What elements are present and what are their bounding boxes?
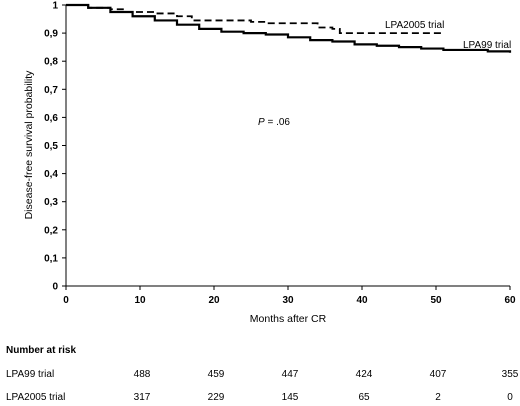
risk-value: 2 <box>435 392 441 403</box>
x-tick-label: 0 <box>63 295 69 306</box>
p-value-annotation: P = .06 <box>258 117 290 128</box>
risk-row-lpa99: LPA99 trial 488 459 447 424 407 355 <box>0 369 520 383</box>
risk-value: 65 <box>358 392 370 403</box>
risk-value: 229 <box>207 392 225 403</box>
risk-value: 424 <box>355 369 373 380</box>
p-value-letter: P <box>258 117 265 128</box>
risk-value: 317 <box>133 392 151 403</box>
risk-value: 0 <box>507 392 513 403</box>
p-value-text: = .06 <box>265 117 291 128</box>
y-tick-label: 0,7 <box>44 85 58 96</box>
x-tick-label: 60 <box>504 295 516 306</box>
survival-chart: 0 0,1 0,2 0,3 0,4 0,5 0,6 0,7 0,8 0,9 1 0 10 20 30 40 5… <box>23 1 516 326</box>
y-tick-label: 0,3 <box>44 197 58 208</box>
y-tick-label: 0,2 <box>44 225 58 236</box>
y-axis-label: Disease-free survival probability <box>23 70 35 220</box>
series-line-lpa99 <box>66 3 512 53</box>
y-tick-label: 0,9 <box>44 29 58 40</box>
series-label-lpa2005: LPA2005 trial <box>385 20 444 31</box>
y-tick-label: 0,5 <box>44 141 58 152</box>
risk-table-title: Number at risk <box>6 345 77 356</box>
x-axis-label: Months after CR <box>250 313 327 325</box>
series-line-lpa2005 <box>66 4 444 34</box>
risk-value: 355 <box>501 369 519 380</box>
risk-value: 459 <box>207 369 225 380</box>
x-tick-label: 30 <box>282 295 294 306</box>
risk-row-label: LPA99 trial <box>6 369 55 380</box>
x-tick-label: 20 <box>208 295 220 306</box>
y-tick-label: 0,6 <box>44 113 58 124</box>
y-tick-label: 0 <box>52 282 58 293</box>
risk-row-label: LPA2005 trial <box>6 392 66 403</box>
series-label-lpa99: LPA99 trial <box>463 40 511 51</box>
risk-row-lpa2005: LPA2005 trial 317 229 145 65 2 0 <box>0 392 520 406</box>
x-tick-label: 40 <box>356 295 368 306</box>
y-tick-label: 0,8 <box>44 57 58 68</box>
y-tick-label: 0,1 <box>44 253 58 264</box>
x-tick-label: 50 <box>430 295 442 306</box>
risk-value: 407 <box>429 369 447 380</box>
x-tick-label: 10 <box>134 295 146 306</box>
risk-value: 447 <box>281 369 299 380</box>
risk-value: 488 <box>133 369 151 380</box>
y-tick-label: 1 <box>52 1 58 12</box>
risk-value: 145 <box>281 392 299 403</box>
y-tick-label: 0,4 <box>44 169 58 180</box>
